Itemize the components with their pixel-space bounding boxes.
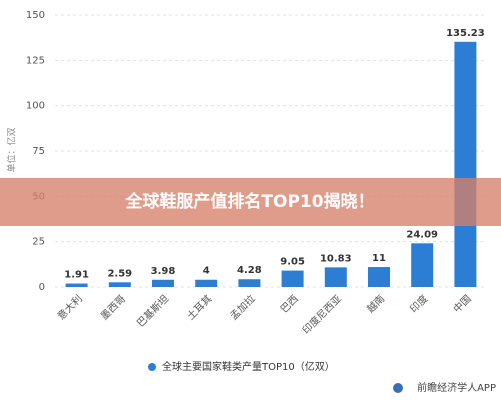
y-tick-label: 75 — [32, 146, 45, 157]
value-label: 135.23 — [446, 28, 485, 39]
value-label: 1.91 — [64, 270, 89, 281]
source-icon — [393, 383, 403, 393]
bar — [368, 267, 390, 287]
legend-label: 全球主要国家鞋类产量TOP10（亿双） — [162, 360, 335, 373]
bar — [152, 279, 174, 287]
bar — [108, 282, 131, 287]
value-label: 2.59 — [107, 268, 132, 279]
value-label: 10.83 — [320, 253, 352, 264]
banner-text: 全球鞋服产值排名TOP10揭晓！ — [124, 191, 374, 212]
bar — [281, 270, 304, 287]
y-tick-label: 25 — [32, 237, 45, 248]
banner-background — [0, 178, 501, 226]
bar — [454, 41, 477, 288]
y-tick-label: 150 — [26, 10, 45, 21]
value-label: 11 — [372, 253, 386, 264]
y-axis-label: 单位：亿双 — [6, 127, 18, 172]
bar — [324, 267, 347, 287]
value-label: 24.09 — [406, 229, 438, 240]
bar — [411, 243, 434, 287]
value-label: 3.98 — [151, 266, 176, 277]
y-tick-label: 125 — [26, 55, 45, 66]
y-tick-label: 0 — [39, 282, 45, 293]
y-tick-label: 100 — [26, 101, 45, 112]
value-label: 4 — [203, 266, 210, 277]
source-text: 前瞻经济学人APP — [417, 381, 496, 394]
bar — [195, 279, 218, 287]
bar — [65, 283, 88, 287]
legend-marker — [148, 363, 156, 371]
bar — [238, 279, 261, 287]
value-label: 9.05 — [280, 257, 305, 268]
value-label: 4.28 — [237, 265, 262, 276]
